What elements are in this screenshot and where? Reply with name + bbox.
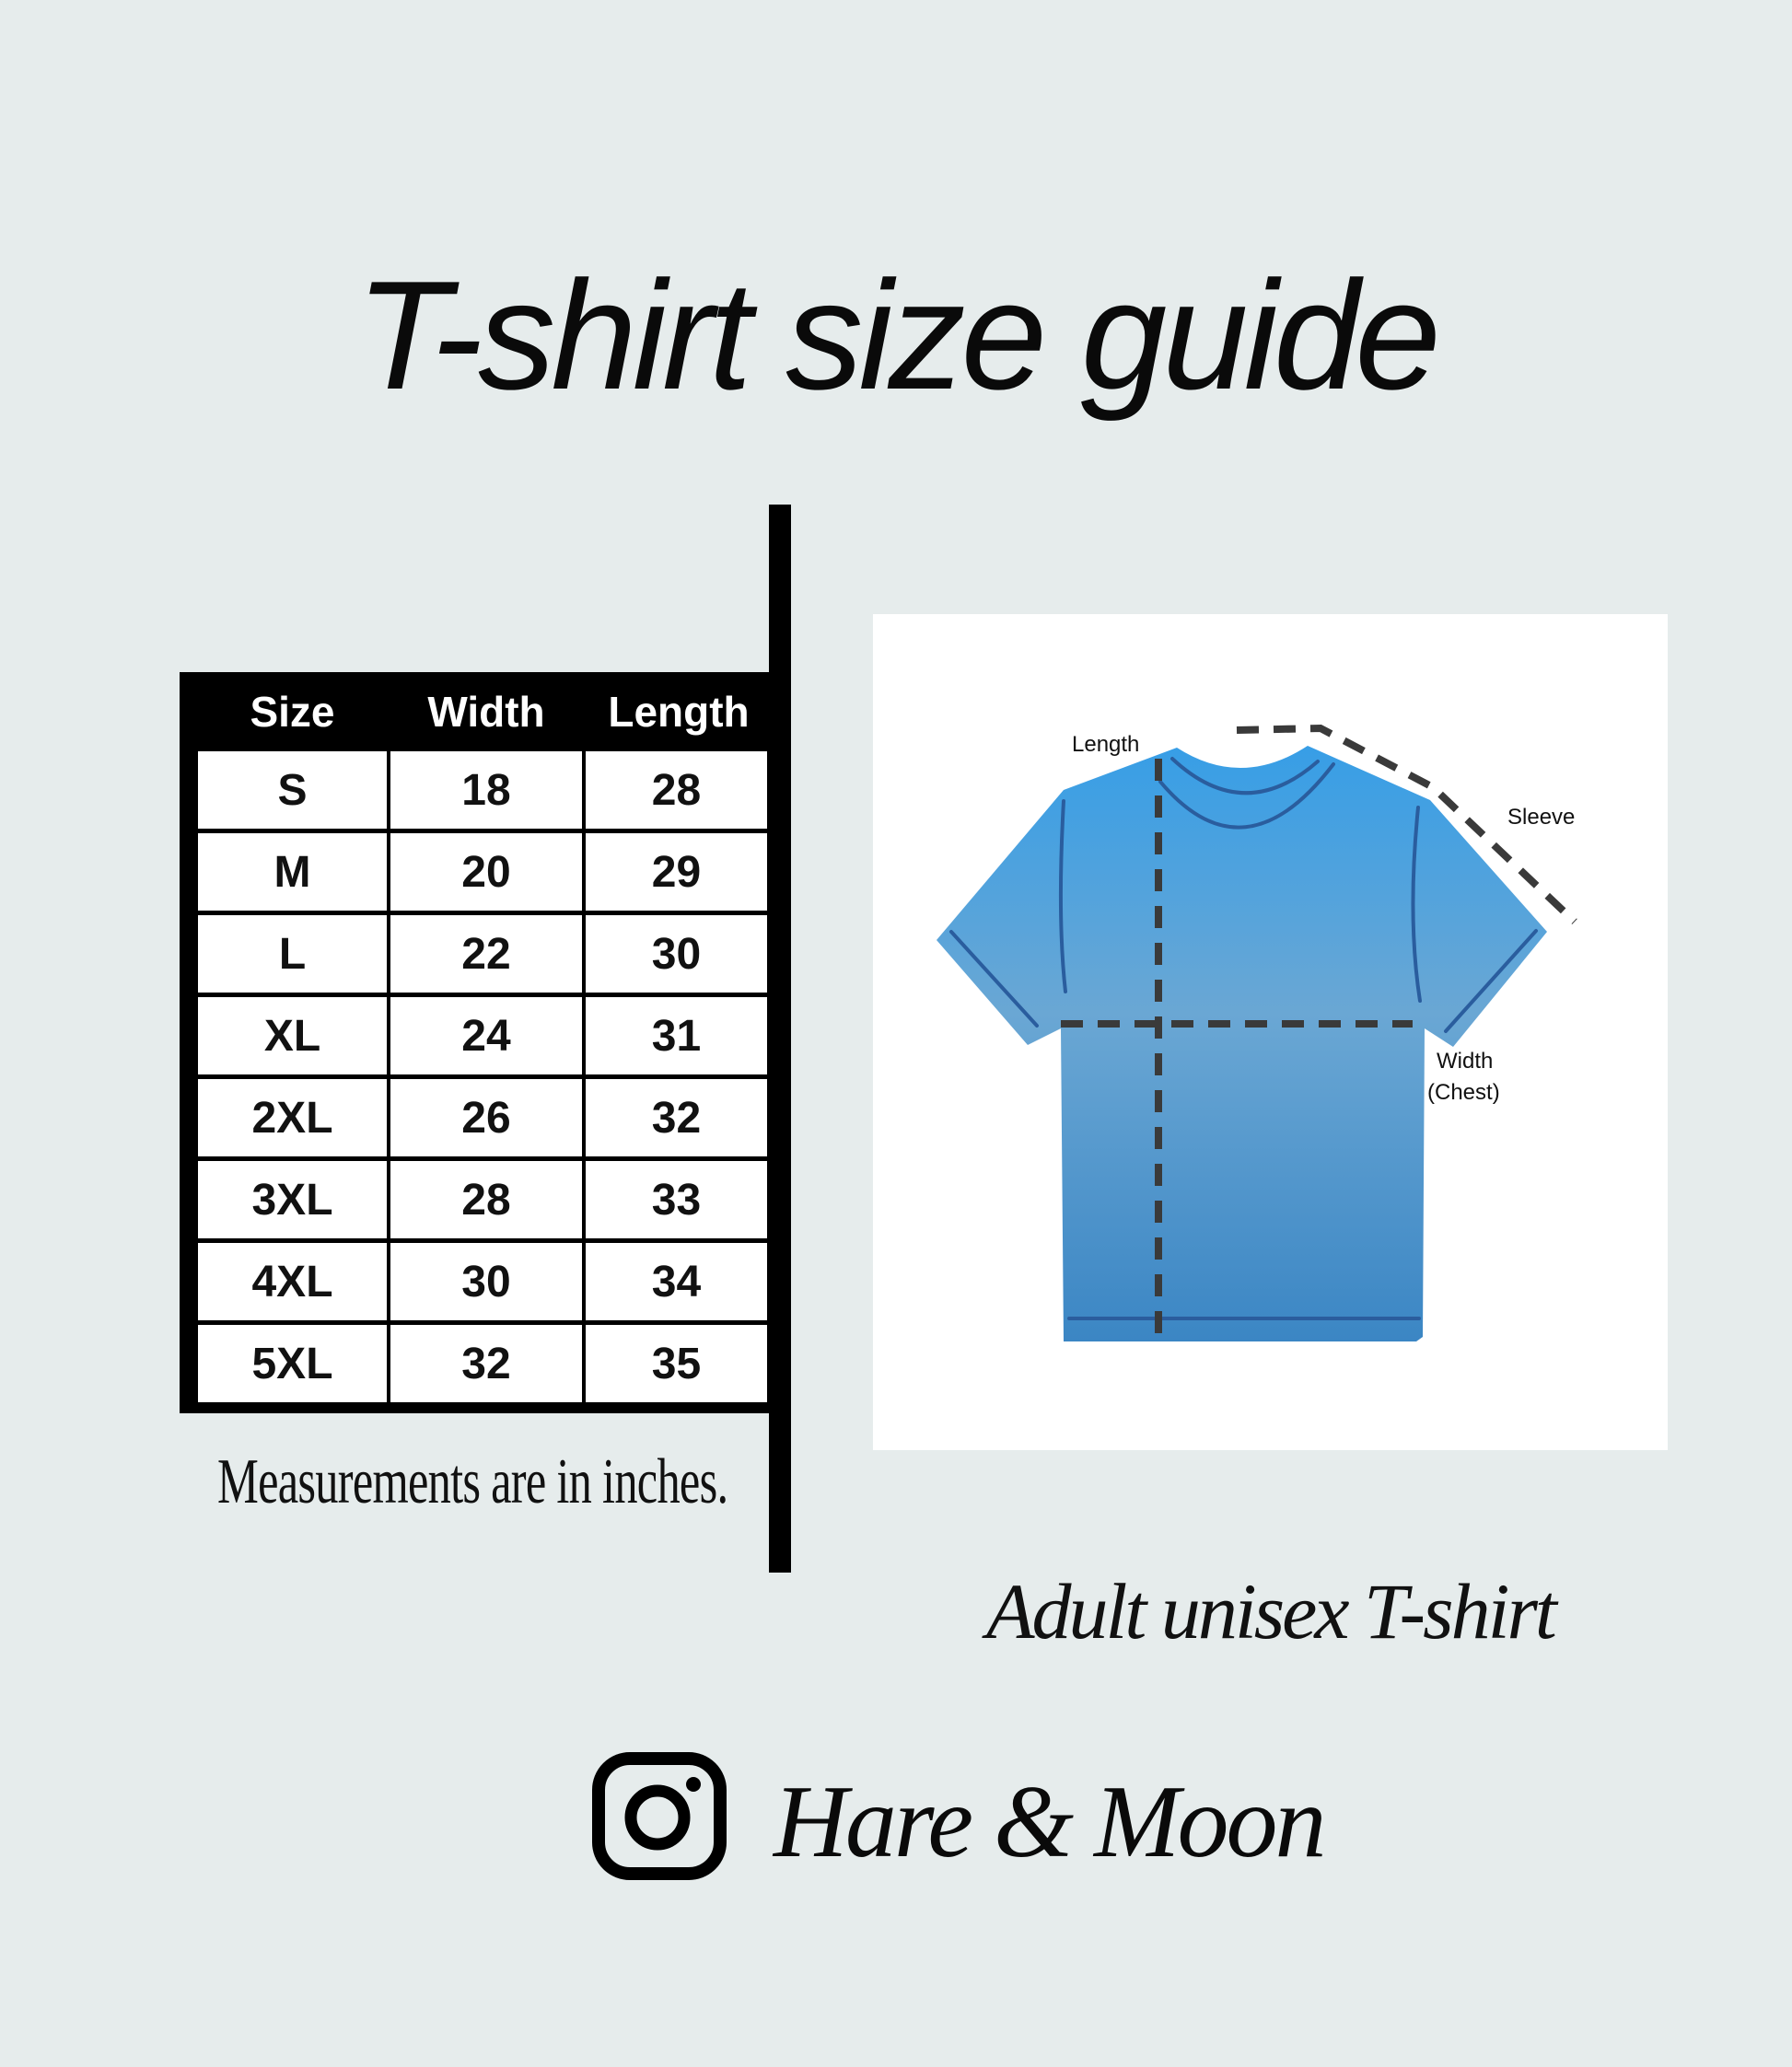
table-row: XL 24 31 [198,997,771,1074]
width-cell: 28 [390,1161,582,1238]
size-cell: 4XL [198,1243,387,1320]
length-label: Length [1072,732,1139,757]
sleeve-label: Sleeve [1507,805,1575,830]
header-size: Size [250,688,335,736]
header-width: Width [427,688,545,736]
table-row: 2XL 26 32 [198,1079,771,1156]
length-cell: 32 [586,1079,767,1156]
length-cell: 35 [586,1325,767,1402]
instagram-icon [589,1749,729,1883]
tshirt-seams [949,757,1538,1320]
sleeve-measure-line [1236,724,1577,924]
width-cell: 30 [390,1243,582,1320]
header-length: Length [608,688,750,736]
table-row: 5XL 32 35 [198,1325,771,1402]
size-cell: M [198,833,387,911]
size-cell: 3XL [198,1161,387,1238]
size-cell: L [198,915,387,993]
size-cell: S [198,751,387,829]
width-cell: 24 [390,997,582,1074]
table-row: S 18 28 [198,751,771,829]
length-cell: 34 [586,1243,767,1320]
size-cell: 5XL [198,1325,387,1402]
width-cell: 20 [390,833,582,911]
size-cell: 2XL [198,1079,387,1156]
product-caption: Adult unisex T-shirt [986,1567,1557,1655]
tshirt-diagram: Length Sleeve Width (Chest) [873,614,1668,1450]
table-row: L 22 30 [198,915,771,993]
table-row: 3XL 28 33 [198,1161,771,1238]
size-cell: XL [198,997,387,1074]
measurement-note: Measurements are in inches. [217,1446,728,1517]
length-cell: 29 [586,833,767,911]
width-cell: 18 [390,751,582,829]
tshirt-shape [937,746,1547,1341]
width-cell: 22 [390,915,582,993]
divider [769,505,791,1573]
chest-label: (Chest) [1427,1080,1500,1105]
length-cell: 31 [586,997,767,1074]
brand-name: Hare & Moon [774,1765,1326,1879]
width-cell: 32 [390,1325,582,1402]
length-cell: 30 [586,915,767,993]
width-label: Width [1437,1049,1493,1074]
width-cell: 26 [390,1079,582,1156]
table-row: M 20 29 [198,833,771,911]
page-title: T-shirt size guide [355,249,1441,422]
size-table: Size Width Length S 18 28 M 20 29 L 22 30 XL 24 31 2… [180,672,772,1413]
length-cell: 33 [586,1161,767,1238]
table-row: 4XL 30 34 [198,1243,771,1320]
length-cell: 28 [586,751,767,829]
